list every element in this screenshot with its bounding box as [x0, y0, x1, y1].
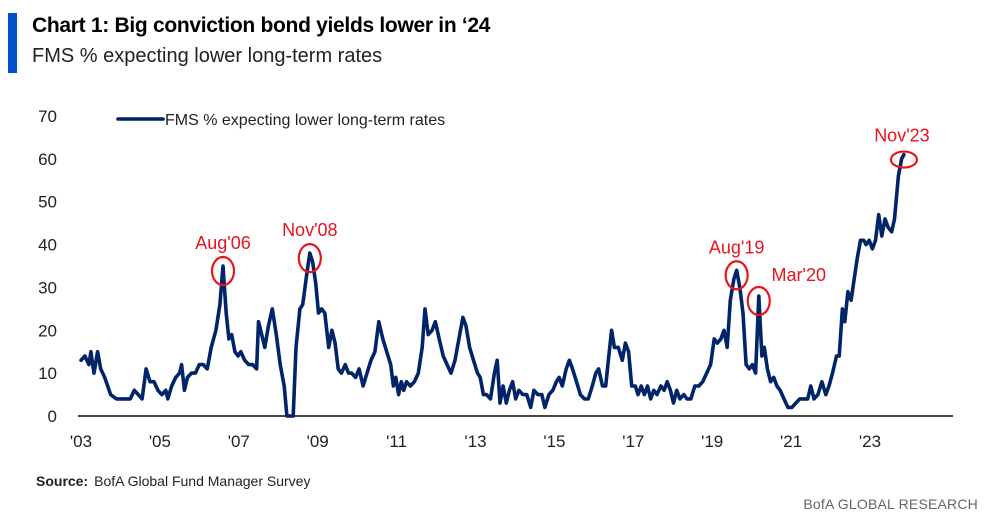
title-accent-bar: [8, 13, 17, 73]
brand-label: BofA GLOBAL RESEARCH: [803, 496, 978, 512]
x-tick-label: '23: [859, 432, 881, 451]
legend-label: FMS % expecting lower long-term rates: [165, 112, 445, 129]
annotation-circle: [297, 243, 322, 274]
y-tick-label: 50: [38, 193, 57, 212]
annotation-label: Aug'06: [195, 233, 251, 253]
x-tick-label: '19: [701, 432, 723, 451]
annotation-circle: [746, 285, 771, 317]
y-tick-label: 70: [38, 107, 57, 126]
chart-subtitle: FMS % expecting lower long-term rates: [32, 45, 383, 67]
source-label: Source:: [36, 473, 89, 489]
x-tick-label: '13: [464, 432, 486, 451]
annotation-circle: [210, 255, 236, 287]
y-tick-label: 20: [38, 321, 57, 340]
series-line: [79, 152, 906, 418]
x-tick-label: '17: [622, 432, 644, 451]
x-tick-label: '15: [543, 432, 565, 451]
y-tick-label: 60: [38, 150, 57, 169]
x-tick-label: '07: [228, 432, 250, 451]
chart-title: Chart 1: Big conviction bond yields lowe…: [32, 14, 491, 37]
x-tick-label: '11: [386, 432, 407, 451]
x-tick-label: '09: [307, 432, 329, 451]
y-tick-label: 40: [38, 236, 57, 255]
source-note: Source: BofA Global Fund Manager Survey: [36, 473, 310, 489]
annotation-label: Nov'23: [874, 126, 929, 146]
annotation-label: Mar'20: [772, 265, 826, 285]
annotation-circle: [889, 150, 919, 169]
annotation-label: Nov'08: [282, 220, 337, 240]
y-tick-label: 0: [48, 407, 57, 426]
annotation-label: Aug'19: [709, 237, 765, 257]
y-tick-label: 10: [38, 364, 57, 383]
line-chart: 0 10 20 30 40 50 60 70 '03 '05 '07 '09 '11 '13 '15 '17 '…: [38, 107, 953, 451]
x-tick-label: '21: [780, 432, 802, 451]
x-tick-label: '05: [149, 432, 171, 451]
x-tick-label: '03: [70, 432, 92, 451]
source-text: BofA Global Fund Manager Survey: [94, 473, 311, 489]
y-tick-label: 30: [38, 278, 57, 297]
annotation-circle: [724, 260, 749, 291]
